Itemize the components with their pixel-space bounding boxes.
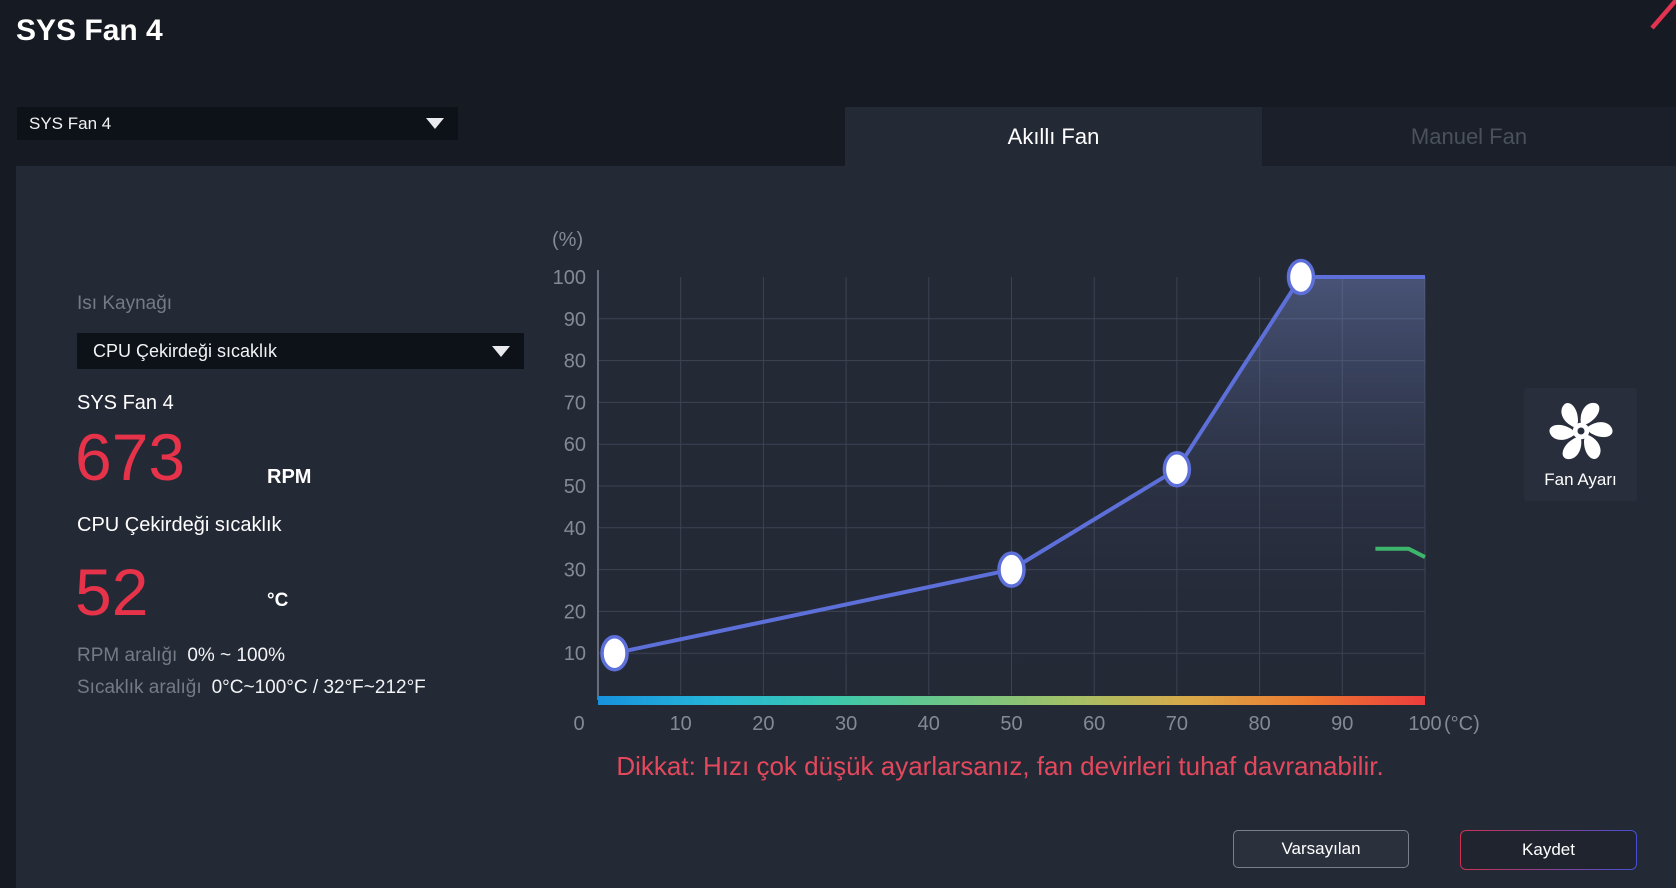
x-tick-label: 90	[1331, 713, 1353, 735]
fan-select-value: SYS Fan 4	[29, 113, 112, 133]
y-tick-label: 30	[564, 560, 586, 582]
save-button[interactable]: Kaydet	[1460, 830, 1637, 870]
x-tick-label: 20	[752, 713, 774, 735]
tab-smart-fan-label: Akıllı Fan	[1007, 123, 1100, 149]
x-axis-unit-label: (°C)	[1444, 713, 1480, 735]
temp-unit: °C	[267, 590, 289, 611]
y-tick-label: 90	[564, 309, 586, 331]
temp-range-label: Sıcaklık aralığı	[77, 677, 202, 698]
temp-source-label: CPU Çekirdeği sıcaklık	[77, 514, 282, 536]
x-tick-label: 50	[1000, 713, 1022, 735]
x-tick-label: 0	[573, 713, 584, 735]
save-button-label: Kaydet	[1522, 840, 1575, 859]
chevron-down-icon	[492, 345, 510, 357]
y-tick-label: 70	[564, 392, 586, 414]
temp-value: 52	[75, 555, 149, 629]
page-title: SYS Fan 4	[16, 14, 163, 47]
curve-point[interactable]	[1162, 451, 1192, 488]
heat-source-label: Isı Kaynağı	[77, 293, 173, 314]
curve-point[interactable]	[997, 551, 1026, 588]
x-tick-label: 40	[918, 713, 940, 735]
fan-icon	[1547, 401, 1614, 461]
curve-area-fill	[614, 277, 1425, 695]
rpm-range-row: RPM aralığı 0% ~ 100%	[77, 645, 285, 667]
y-tick-label: 20	[564, 601, 586, 623]
chevron-down-icon	[426, 118, 444, 129]
x-tick-label: 80	[1248, 713, 1270, 735]
x-tick-label: 10	[670, 713, 692, 735]
smart-fan-panel: Isı Kaynağı CPU Çekirdeği sıcaklık SYS F…	[16, 166, 1676, 888]
curve-point[interactable]	[1286, 258, 1316, 296]
rpm-range-label: RPM aralığı	[77, 645, 178, 666]
fan-name-label: SYS Fan 4	[77, 392, 174, 414]
y-tick-label: 60	[564, 434, 586, 456]
close-icon[interactable]	[1636, 0, 1676, 30]
temp-range-row: Sıcaklık aralığı 0°C~100°C / 32°F~212°F	[77, 677, 426, 699]
y-tick-label: 10	[564, 643, 586, 665]
x-tick-label: 70	[1166, 713, 1188, 735]
rpm-range-value: 0% ~ 100%	[187, 645, 286, 666]
temperature-gradient-bar	[598, 696, 1425, 705]
y-tick-label: 100	[553, 267, 586, 289]
y-axis-unit-label: (%)	[552, 229, 583, 251]
default-button[interactable]: Varsayılan	[1233, 830, 1409, 868]
curve-point[interactable]	[600, 634, 629, 672]
warning-text: Dikkat: Hızı çok düşük ayarlarsanız, fan…	[616, 751, 1384, 781]
fan-rpm-unit: RPM	[267, 466, 312, 488]
tab-manual-fan-label: Manuel Fan	[1410, 123, 1528, 149]
x-tick-label: 30	[835, 713, 857, 735]
fan-select-dropdown[interactable]: SYS Fan 4	[17, 107, 458, 140]
tab-manual-fan[interactable]: Manuel Fan	[1262, 107, 1676, 166]
fan-settings-label: Fan Ayarı	[1544, 470, 1617, 489]
heat-source-dropdown[interactable]: CPU Çekirdeği sıcaklık	[77, 333, 524, 369]
y-tick-label: 80	[564, 351, 586, 373]
fan-rpm-value: 673	[75, 420, 186, 494]
x-tick-label: 100	[1408, 713, 1441, 735]
temp-range-value: 0°C~100°C / 32°F~212°F	[211, 677, 426, 698]
x-tick-label: 60	[1083, 713, 1105, 735]
y-tick-label: 50	[564, 476, 586, 498]
fan-curve-chart[interactable]: 10 20 30 40 50 60 70 80 90 100 0 10 20 30 40 50 60 70 80 90…	[500, 210, 1500, 770]
heat-source-value: CPU Çekirdeği sıcaklık	[93, 340, 278, 361]
fan-settings-tile[interactable]: Fan Ayarı	[1524, 388, 1637, 501]
secondary-curve-line	[1375, 546, 1426, 559]
y-tick-label: 40	[564, 518, 586, 540]
tab-smart-fan[interactable]: Akıllı Fan	[845, 107, 1262, 166]
default-button-label: Varsayılan	[1281, 839, 1361, 858]
